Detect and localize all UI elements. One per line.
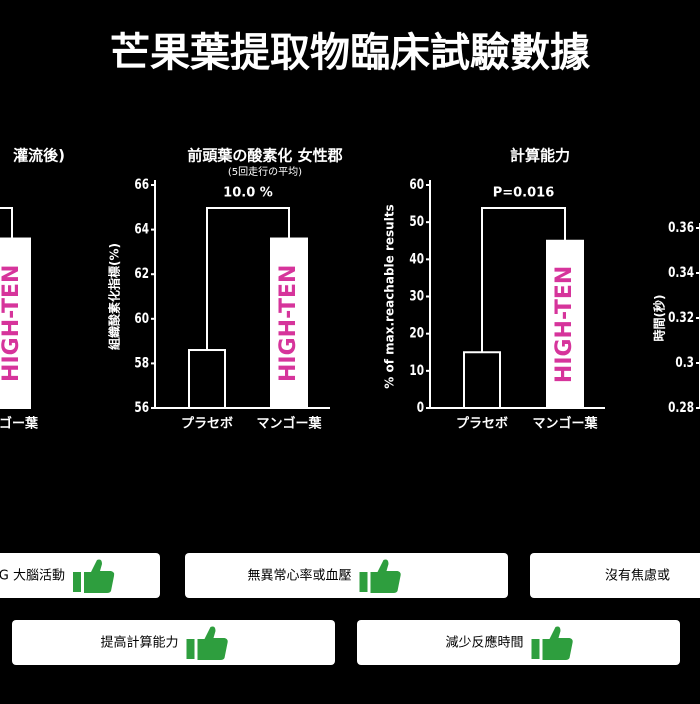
thumbs-up-icon <box>186 626 228 660</box>
thumb-cuff <box>359 572 368 592</box>
bar-label: HIGH-TEN <box>0 265 24 382</box>
y-tick-label: 0.32 <box>668 310 694 326</box>
thumbs-up-icon <box>359 559 401 593</box>
y-axis-label: % of max.reachable results <box>383 204 397 388</box>
y-tick-label: 0.3 <box>675 355 694 371</box>
page-title: 芒果葉提取物臨床試驗數據 <box>110 30 591 76</box>
thumb-hand <box>84 559 115 593</box>
y-tick-label: 0 <box>417 400 425 416</box>
annotation: 10.0 % <box>223 186 273 201</box>
y-tick-label: 0.28 <box>668 400 694 416</box>
benefit-text: 減少反應時間 <box>445 635 523 651</box>
chart-title: 前頭葉の酸素化 女性郡 <box>187 147 342 165</box>
thumb-hand <box>542 626 573 660</box>
thumb-hand <box>197 626 228 660</box>
x-tick-label: プラセボ <box>181 416 233 432</box>
y-axis-label: 組織酸素化指標(%) <box>107 243 122 350</box>
bar <box>270 237 308 409</box>
y-tick-label: 0.36 <box>668 220 694 236</box>
y-tick-label: 40 <box>409 251 424 267</box>
x-tick-label: プラセボ <box>456 416 508 432</box>
chart-subtitle: (5回走行の平均) <box>228 165 302 178</box>
bar <box>0 237 31 409</box>
chart-title: 灌流後) <box>13 147 65 165</box>
thumb-hand <box>370 559 401 593</box>
bar-label: HIGH-TEN <box>276 265 301 382</box>
thumb-cuff <box>531 639 540 659</box>
bar-label: HIGH-TEN <box>552 266 577 383</box>
x-tick-label: マンゴー葉 <box>256 416 322 432</box>
significance-bracket <box>0 207 13 239</box>
y-tick-label: 0.34 <box>668 265 694 281</box>
y-tick-label: 10 <box>409 362 424 378</box>
annotation: P=0.016 <box>493 186 555 201</box>
bar <box>463 351 501 409</box>
benefit-text: SG 大腦活動 <box>0 569 65 584</box>
thumbs-up-icon <box>73 559 115 593</box>
y-tick-label: 58 <box>134 355 149 371</box>
y-tick-label: 66 <box>134 177 149 193</box>
significance-bracket <box>206 207 290 351</box>
significance-bracket <box>481 207 566 353</box>
bar <box>188 349 226 409</box>
y-tick-label: 50 <box>409 214 424 230</box>
x-tick-label: ンゴー葉 <box>0 416 39 432</box>
y-tick-label: 60 <box>134 310 149 326</box>
bar <box>546 239 584 409</box>
y-tick-label: 60 <box>409 177 424 193</box>
y-axis-label: 時間(秒) <box>652 295 667 342</box>
y-tick-label: 56 <box>134 400 149 416</box>
benefit-text: 沒有焦慮或 <box>605 569 670 584</box>
benefit-box <box>357 620 680 665</box>
benefit-text: 無異常心率或血壓 <box>247 568 351 584</box>
benefit-box <box>185 553 508 598</box>
y-tick-label: 20 <box>409 325 424 341</box>
thumbs-up-icon <box>531 626 573 660</box>
benefit-text: 提高計算能力 <box>100 635 178 651</box>
chart-title: 計算能力 <box>510 147 570 165</box>
thumb-cuff <box>186 639 195 659</box>
thumb-cuff <box>73 572 81 592</box>
y-tick-label: 64 <box>134 221 149 237</box>
y-tick-label: 30 <box>409 288 424 304</box>
y-tick-label: 62 <box>134 266 149 282</box>
benefit-box <box>530 553 700 598</box>
x-tick-label: マンゴー葉 <box>532 416 598 432</box>
benefit-box <box>12 620 335 665</box>
